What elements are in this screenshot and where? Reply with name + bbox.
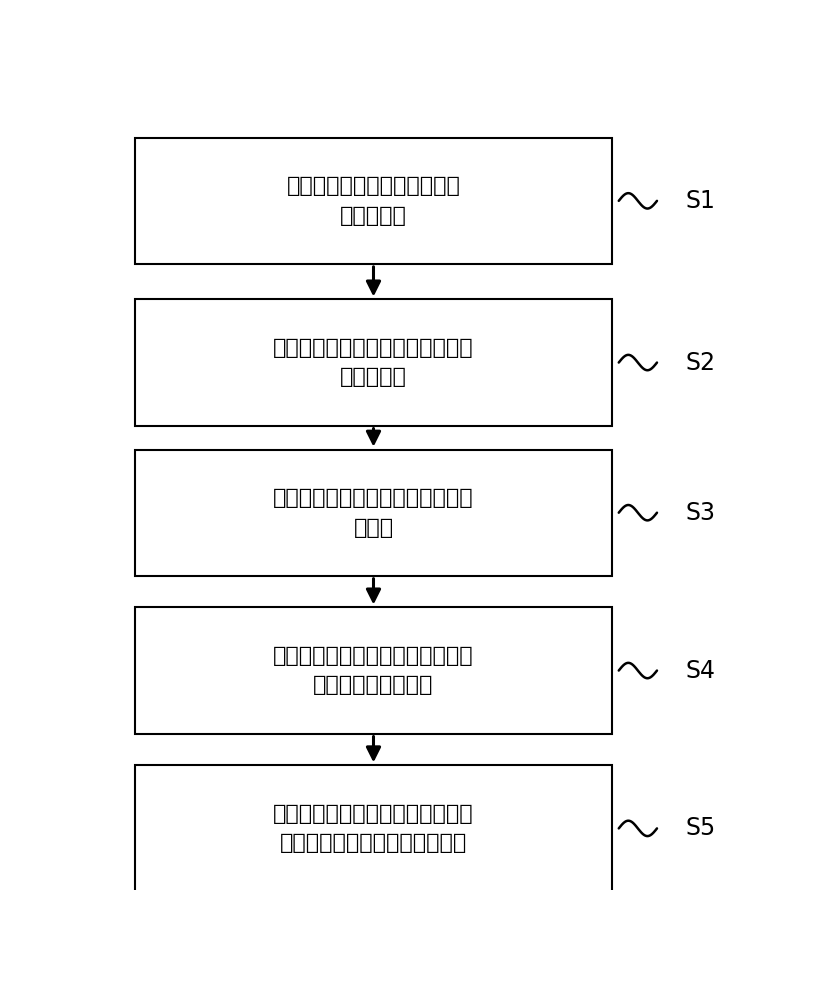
Bar bbox=[135, 450, 612, 576]
Text: S5: S5 bbox=[686, 816, 716, 840]
Bar bbox=[135, 765, 612, 892]
Text: S1: S1 bbox=[686, 189, 715, 213]
Bar bbox=[135, 299, 612, 426]
Text: 设计基于观测器的控制器实现对非
线性执行器故障系统的容错控制: 设计基于观测器的控制器实现对非 线性执行器故障系统的容错控制 bbox=[273, 804, 473, 853]
Bar bbox=[135, 138, 612, 264]
Text: 设计迭代学习观测器对系统输出进
行估计: 设计迭代学习观测器对系统输出进 行估计 bbox=[273, 488, 473, 538]
Text: S3: S3 bbox=[686, 501, 716, 525]
Text: S4: S4 bbox=[686, 659, 716, 683]
Text: 设计迭代更新算法估计线性数据模
型中的未知梯度矩阵: 设计迭代更新算法估计线性数据模 型中的未知梯度矩阵 bbox=[273, 646, 473, 695]
Text: 建立带有执行器故障的可重复
非线性系统: 建立带有执行器故障的可重复 非线性系统 bbox=[287, 176, 460, 226]
Text: 将非线性系统迭代线性化为等价线
性数据模型: 将非线性系统迭代线性化为等价线 性数据模型 bbox=[273, 338, 473, 387]
Text: S2: S2 bbox=[686, 351, 716, 375]
Bar bbox=[135, 607, 612, 734]
